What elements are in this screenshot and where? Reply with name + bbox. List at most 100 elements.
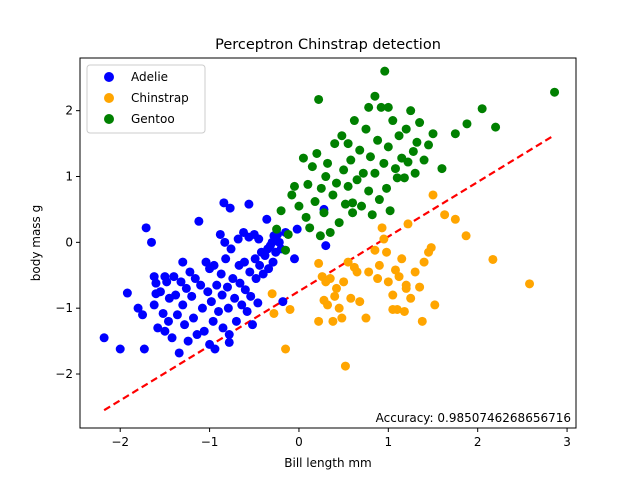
point-gentoo-67 [477,104,487,114]
point-chinstrap-53 [525,279,535,289]
point-gentoo-33 [355,145,365,155]
point-chinstrap-36 [397,254,407,264]
point-chinstrap-11 [328,316,338,326]
point-adelie-65 [235,278,245,288]
point-adelie-36 [197,303,207,313]
point-adelie-39 [203,287,213,297]
point-adelie-58 [225,203,235,213]
point-gentoo-63 [428,129,438,139]
point-adelie-62 [231,316,241,326]
point-chinstrap-50 [450,214,460,224]
point-adelie-21 [171,290,181,300]
point-gentoo-20 [325,227,335,237]
point-gentoo-4 [287,190,297,200]
point-gentoo-49 [390,164,400,174]
x-tick-label-1: −1 [201,435,219,449]
point-adelie-66 [237,300,247,310]
y-axis-label: body mass g [29,205,43,281]
point-adelie-89 [268,257,278,267]
point-chinstrap-41 [410,267,420,277]
point-gentoo-21 [328,190,338,200]
point-gentoo-70 [380,66,390,76]
point-chinstrap-48 [430,300,440,310]
point-adelie-31 [189,313,198,323]
point-adelie-42 [206,297,216,307]
point-gentoo-71 [370,91,380,101]
point-adelie-3 [133,303,143,313]
x-axis-ticks: −2 −1 0 1 2 3 [111,428,571,449]
point-adelie-9 [149,300,159,310]
point-chinstrap-23 [361,313,371,323]
y-tick-label-4: 2 [65,104,73,118]
point-adelie-72 [245,267,255,277]
point-gentoo-15 [315,231,325,241]
point-adelie-6 [141,223,151,233]
point-adelie-49 [216,269,226,279]
point-adelie-28 [183,336,193,346]
point-adelie-61 [230,293,240,303]
point-gentoo-40 [370,168,380,178]
point-adelie-37 [199,326,209,336]
point-chinstrap-25 [370,245,380,255]
point-gentoo-64 [437,164,447,174]
point-adelie-16 [162,277,172,287]
point-adelie-43 [208,316,218,326]
point-adelie-77 [251,274,261,284]
point-gentoo-23 [331,178,341,188]
point-gentoo-32 [352,175,362,185]
legend: Adelie Chinstrap Gentoo [86,64,206,134]
point-chinstrap-24 [364,267,374,277]
point-gentoo-59 [412,137,422,147]
point-gentoo-50 [392,173,402,183]
point-chinstrap-15 [337,313,347,323]
point-adelie-48 [215,229,225,239]
point-gentoo-5 [289,181,299,191]
point-adelie-17 [163,316,173,326]
point-adelie-80 [255,260,265,270]
legend-marker-adelie [104,72,114,82]
point-chinstrap-19 [346,293,356,303]
point-adelie-1 [115,344,125,354]
point-chinstrap-46 [426,243,436,253]
point-chinstrap-21 [352,267,362,277]
point-adelie-74 [247,320,257,330]
point-gentoo-72 [364,102,374,112]
point-adelie-68 [239,257,249,267]
point-gentoo-36 [361,124,371,134]
point-adelie-33 [192,330,202,340]
point-adelie-0 [99,333,109,343]
point-adelie-79 [254,234,264,244]
legend-label-adelie: Adelie [131,70,168,84]
point-adelie-19 [167,333,177,343]
point-gentoo-37 [364,186,374,196]
point-adelie-98 [292,224,302,234]
point-gentoo-38 [365,152,375,162]
point-gentoo-12 [310,197,320,207]
point-adelie-5 [139,344,149,354]
point-gentoo-35 [358,168,368,178]
point-chinstrap-3 [285,304,295,314]
x-tick-label-0: −2 [111,435,129,449]
plot-frame [79,57,577,429]
point-adelie-26 [180,320,190,330]
point-gentoo-57 [408,146,418,156]
x-tick-label-3: 1 [385,435,393,449]
point-gentoo-14 [314,94,324,104]
x-axis-label: Bill length mm [284,456,372,470]
point-adelie-7 [147,237,156,247]
point-gentoo-18 [321,172,331,182]
point-gentoo-11 [307,162,317,172]
point-adelie-38 [201,257,211,267]
legend-label-gentoo: Gentoo [131,112,175,126]
point-gentoo-66 [462,119,472,129]
point-chinstrap-31 [383,277,393,287]
point-gentoo-29 [346,155,356,165]
point-adelie-23 [174,348,184,358]
point-adelie-10 [151,278,161,288]
y-tick-label-2: 0 [65,235,73,249]
point-chinstrap-42 [415,282,425,292]
point-adelie-24 [176,277,186,287]
point-adelie-55 [222,282,232,292]
point-adelie-63 [233,234,243,244]
point-gentoo-28 [343,181,353,191]
